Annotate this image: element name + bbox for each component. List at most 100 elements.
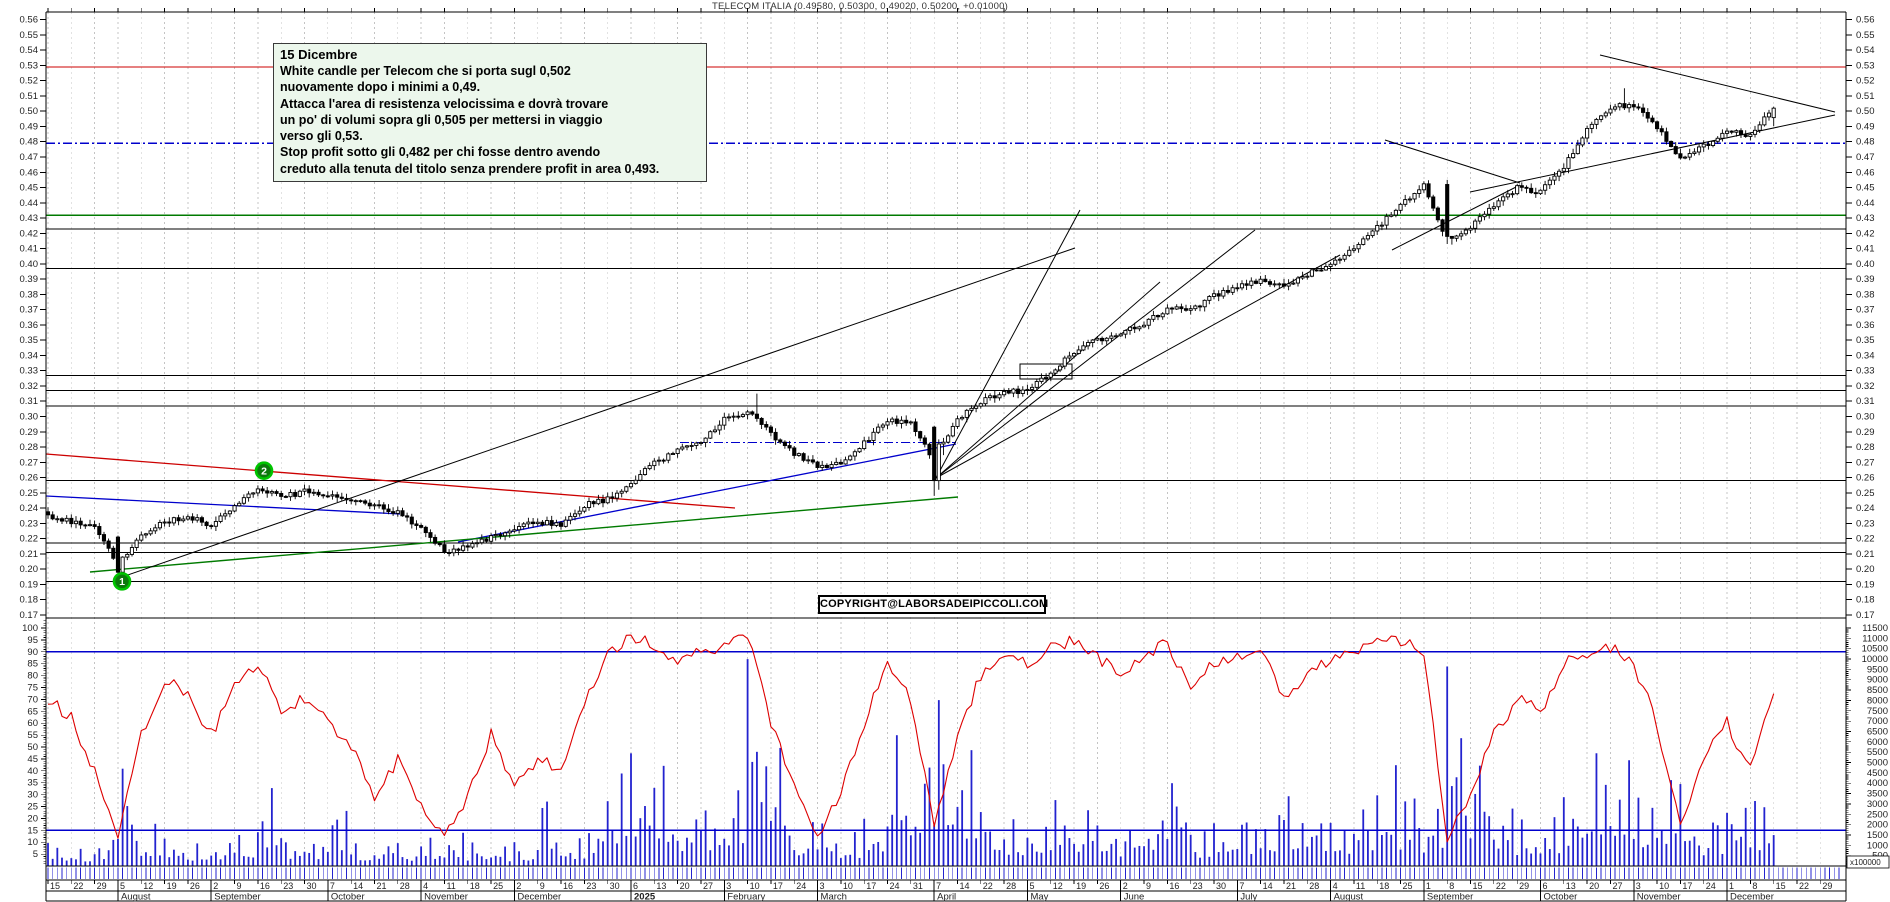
week-tick-label: 30: [307, 881, 317, 891]
week-tick-label: 1: [1426, 881, 1431, 891]
week-tick-label: 18: [470, 881, 480, 891]
week-tick-label: 25: [493, 881, 503, 891]
week-tick-label: 24: [1706, 881, 1716, 891]
svg-text:35: 35: [27, 778, 38, 789]
svg-text:50: 50: [27, 742, 38, 753]
svg-text:0.53: 0.53: [1856, 60, 1875, 71]
week-tick-label: 22: [73, 881, 83, 891]
svg-text:2: 2: [261, 465, 267, 477]
svg-text:10500: 10500: [1862, 644, 1888, 655]
svg-text:0.56: 0.56: [1856, 15, 1875, 26]
week-tick-label: 23: [586, 881, 596, 891]
annotation-line: un po' di volumi sopra gli 0,505 per met…: [280, 112, 603, 127]
svg-text:0.32: 0.32: [20, 381, 39, 392]
svg-text:5: 5: [33, 849, 38, 860]
svg-text:20: 20: [27, 813, 38, 824]
svg-text:0.41: 0.41: [20, 244, 39, 255]
week-tick-label: 20: [680, 881, 690, 891]
svg-text:0.52: 0.52: [1856, 76, 1875, 87]
svg-text:9500: 9500: [1867, 664, 1888, 675]
month-label: February: [727, 892, 765, 902]
svg-text:0.50: 0.50: [20, 106, 39, 117]
svg-text:6500: 6500: [1867, 726, 1888, 737]
svg-text:0.25: 0.25: [20, 488, 39, 499]
month-label: November: [1637, 892, 1681, 902]
svg-text:0.35: 0.35: [1856, 335, 1875, 346]
week-tick-label: 11: [1356, 881, 1365, 891]
svg-text:x100000: x100000: [1850, 858, 1881, 867]
wave-marker-2: 2: [254, 461, 274, 480]
annotation-line: Attacca l'area di resistenza velocissima…: [280, 96, 609, 111]
svg-text:0.47: 0.47: [1856, 152, 1875, 163]
week-tick-label: 22: [983, 881, 993, 891]
svg-text:0.40: 0.40: [1856, 259, 1875, 270]
oscillator-line: [47, 634, 1775, 843]
svg-text:90: 90: [27, 647, 38, 658]
week-tick-label: 28: [1006, 881, 1016, 891]
fan-line-4: [935, 254, 1341, 479]
week-tick-label: 4: [1333, 881, 1338, 891]
svg-text:100: 100: [22, 623, 38, 634]
annotation-line: Stop profit sotto gli 0,482 per chi foss…: [280, 145, 601, 160]
week-tick-label: 5: [120, 881, 125, 891]
svg-text:30: 30: [27, 790, 38, 801]
week-tick-label: 14: [353, 881, 363, 891]
week-tick-label: 16: [563, 881, 573, 891]
svg-text:3500: 3500: [1867, 789, 1888, 800]
svg-text:0.46: 0.46: [20, 167, 39, 178]
week-tick-label: 29: [1519, 881, 1529, 891]
week-tick-label: 29: [97, 881, 107, 891]
svg-text:0.53: 0.53: [20, 60, 39, 71]
green-rising-support: [89, 496, 959, 573]
svg-text:0.21: 0.21: [1856, 549, 1875, 560]
month-label: November: [424, 892, 468, 902]
svg-text:75: 75: [27, 683, 38, 694]
week-tick-label: 2: [213, 881, 218, 891]
week-tick-label: 7: [936, 881, 941, 891]
month-label: July: [1240, 892, 1257, 902]
week-tick-label: 24: [890, 881, 900, 891]
svg-text:0.42: 0.42: [20, 228, 39, 239]
annotation-title: 15 Dicembre: [280, 47, 358, 62]
svg-text:65: 65: [27, 706, 38, 717]
month-label: December: [1730, 892, 1774, 902]
fan-line-1: [935, 209, 1081, 479]
week-tick-label: 20: [1589, 881, 1599, 891]
month-label: September: [214, 892, 260, 902]
week-tick-label: 22: [1799, 881, 1809, 891]
week-tick-label: 3: [726, 881, 731, 891]
annotation-line: White candle per Telecom che si porta su…: [280, 64, 571, 78]
oscillator-guides: [46, 651, 1846, 831]
week-tick-label: 4: [423, 881, 428, 891]
svg-text:0.30: 0.30: [20, 412, 39, 423]
svg-text:0.54: 0.54: [20, 45, 39, 56]
week-tick-label: 30: [610, 881, 620, 891]
month-label: September: [1427, 892, 1473, 902]
svg-text:0.31: 0.31: [20, 396, 39, 407]
week-tick-label: 7: [1239, 881, 1244, 891]
svg-text:0.45: 0.45: [1856, 183, 1875, 194]
svg-text:0.39: 0.39: [20, 274, 39, 285]
svg-text:11000: 11000: [1862, 633, 1888, 644]
week-tick-label: 22: [1496, 881, 1506, 891]
month-label: June: [1124, 892, 1145, 902]
week-tick-label: 28: [400, 881, 410, 891]
blue-descending-trendline: [45, 495, 401, 515]
trendline-layer: [45, 54, 1836, 578]
week-tick-label: 17: [866, 881, 876, 891]
svg-text:2000: 2000: [1867, 820, 1888, 831]
week-tick-label: 21: [376, 881, 386, 891]
week-tick-label: 29: [1822, 881, 1832, 891]
week-tick-label: 6: [633, 881, 638, 891]
svg-text:0.29: 0.29: [20, 427, 39, 438]
svg-text:0.49: 0.49: [1856, 121, 1875, 132]
price-axis-right: 0.56 0.55 0.54 0.53 0.52 0.51 0.50 0.49 0.48 0.47…: [1846, 15, 1875, 621]
svg-text:0.21: 0.21: [20, 549, 39, 560]
svg-text:15: 15: [27, 825, 38, 836]
svg-text:0.23: 0.23: [20, 518, 39, 529]
week-tick-label: 31: [913, 881, 923, 891]
wave-markers: 12: [112, 461, 274, 591]
week-tick-label: 10: [750, 881, 760, 891]
